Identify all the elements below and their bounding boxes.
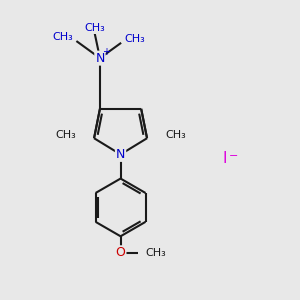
Text: +: + — [102, 47, 110, 57]
Text: −: − — [229, 151, 239, 161]
Text: CH₃: CH₃ — [55, 130, 76, 140]
Text: I: I — [223, 151, 227, 166]
Text: N: N — [95, 52, 105, 64]
Text: N: N — [116, 148, 125, 161]
Text: CH₃: CH₃ — [53, 32, 74, 42]
Text: CH₃: CH₃ — [84, 23, 105, 33]
Text: CH₃: CH₃ — [146, 248, 166, 258]
Text: CH₃: CH₃ — [124, 34, 145, 44]
Text: CH₃: CH₃ — [165, 130, 186, 140]
Text: O: O — [116, 246, 125, 259]
